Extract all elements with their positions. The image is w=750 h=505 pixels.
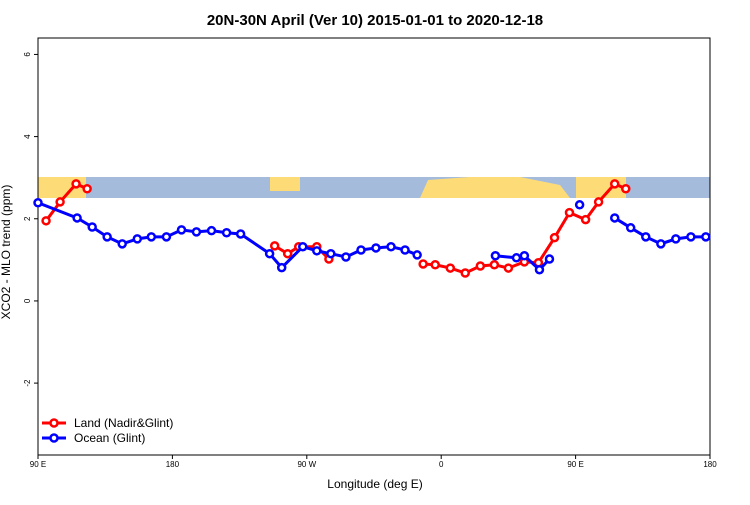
legend-label: Ocean (Glint): [74, 431, 145, 445]
legend-label: Land (Nadir&Glint): [74, 416, 173, 430]
data-point: [269, 241, 280, 251]
data-point: [641, 232, 651, 242]
data-point: [544, 254, 555, 264]
data-point: [298, 241, 308, 252]
data-point: [445, 263, 456, 273]
data-point: [511, 253, 522, 263]
land-patch: [576, 177, 626, 198]
data-point: [460, 268, 470, 278]
data-point: [593, 197, 604, 207]
data-point: [430, 260, 440, 270]
x-tick-label: 180: [166, 460, 180, 469]
data-point: [549, 232, 560, 243]
data-point: [341, 252, 351, 262]
x-axis-label: Longitude (deg E): [327, 477, 422, 491]
data-point: [656, 239, 666, 249]
legend-marker: [49, 433, 59, 443]
map-strip: [38, 177, 710, 198]
y-axis-label: XCO2 - MLO trend (ppm): [0, 185, 13, 320]
data-point: [371, 243, 381, 253]
data-point: [534, 264, 545, 275]
data-point: [400, 245, 410, 255]
data-point: [503, 263, 514, 273]
chart-title: 20N-30N April (Ver 10) 2015-01-01 to 202…: [207, 12, 543, 29]
y-tick-label: 0: [23, 298, 32, 303]
data-point: [72, 213, 82, 223]
data-point: [282, 248, 293, 259]
data-point: [176, 225, 187, 235]
data-point: [191, 227, 202, 237]
plot-frame: [37, 37, 711, 456]
data-point: [609, 213, 620, 223]
data-point: [117, 239, 127, 249]
x-tick-label: 0: [439, 460, 444, 469]
data-point: [609, 179, 620, 189]
data-point: [264, 248, 275, 259]
data-point: [671, 234, 681, 244]
data-point: [475, 261, 486, 271]
data-point: [146, 232, 157, 242]
data-point: [621, 184, 631, 194]
y-tick-label: 4: [23, 134, 32, 139]
data-point: [276, 262, 287, 273]
data-point: [55, 197, 65, 207]
y-tick-label: 2: [23, 216, 32, 221]
data-point: [489, 260, 500, 270]
data-point: [221, 227, 232, 238]
y-tick-label: -2: [23, 379, 32, 387]
y-tick-label: 6: [23, 52, 32, 57]
data-point: [206, 225, 217, 236]
data-point: [701, 232, 711, 242]
data-point: [161, 232, 172, 242]
x-tick-label: 90 E: [567, 460, 583, 469]
data-point: [574, 200, 585, 210]
x-tick-label: 90 E: [30, 460, 46, 469]
data-point: [386, 241, 396, 252]
data-point: [580, 214, 591, 225]
data-point: [490, 250, 501, 261]
x-tick-label: 90 W: [297, 460, 316, 469]
legend-marker: [49, 418, 59, 428]
data-point: [33, 197, 43, 208]
data-point: [71, 179, 81, 189]
data-point: [326, 248, 336, 259]
data-point: [356, 245, 366, 255]
data-point: [564, 207, 575, 218]
data-point: [132, 234, 143, 244]
data-point: [82, 184, 92, 194]
data-point: [102, 232, 112, 242]
data-point: [686, 232, 696, 242]
data-point: [418, 259, 428, 269]
data-point: [41, 216, 51, 226]
data-point: [87, 222, 97, 232]
x-tick-label: 180: [703, 460, 717, 469]
land-patch: [270, 177, 300, 191]
land-patch: [420, 177, 570, 198]
data-point: [312, 246, 322, 256]
data-point: [412, 250, 422, 260]
data-point: [235, 229, 246, 239]
data-point: [519, 250, 530, 261]
data-point: [625, 223, 636, 233]
